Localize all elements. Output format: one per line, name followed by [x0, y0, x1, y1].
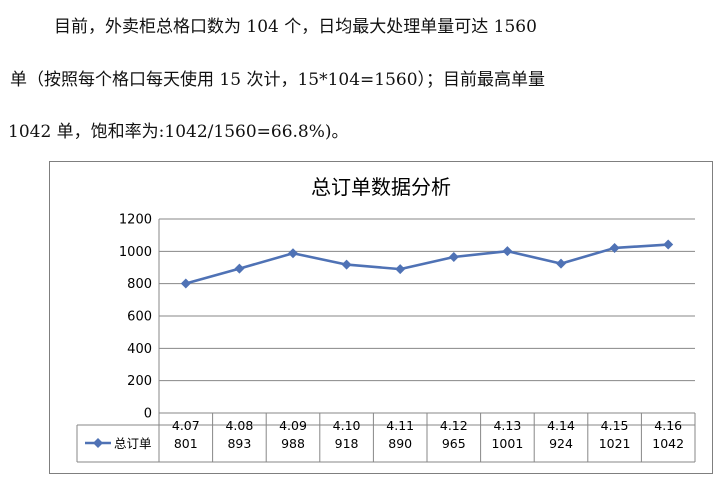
y-tick-label: 600 — [127, 310, 152, 325]
y-tick-label: 200 — [127, 374, 152, 389]
series-line — [185, 243, 669, 285]
x-tick-label: 4.12 — [440, 418, 468, 433]
paragraph-line-2: 单（按照每个格口每天使用 15 次计，15*104=1560）；目前最高单量 — [10, 70, 546, 90]
x-tick-label: 4.09 — [279, 418, 307, 433]
chart-title: 总订单数据分析 — [311, 175, 451, 199]
data-table-value: 988 — [281, 436, 305, 451]
data-table-value: 801 — [174, 436, 198, 451]
y-tick-label: 1200 — [119, 213, 152, 228]
data-point-marker — [341, 259, 352, 270]
paragraph-line-3: 1042 单，饱和率为:1042/1560=66.8%)。 — [8, 122, 349, 142]
data-point-marker — [609, 242, 620, 253]
y-tick-label: 400 — [127, 342, 152, 357]
data-point-marker — [395, 264, 406, 275]
paragraph-line-1: 目前，外卖柜总格口数为 104 个，日均最大处理单量可达 1560 — [54, 17, 537, 37]
data-table-value: 918 — [335, 436, 359, 451]
data-table-value: 1001 — [491, 436, 523, 451]
data-point-marker — [180, 278, 191, 289]
x-tick-label: 4.10 — [333, 418, 361, 433]
x-tick-label: 4.07 — [172, 418, 200, 433]
data-table-value: 893 — [227, 436, 251, 451]
x-tick-label: 4.13 — [493, 418, 521, 433]
x-tick-label: 4.15 — [601, 418, 629, 433]
y-tick-label: 800 — [127, 277, 152, 292]
data-point-marker — [234, 263, 245, 274]
data-point-marker — [663, 239, 674, 250]
data-table-value: 1042 — [652, 436, 684, 451]
data-point-marker — [502, 246, 513, 257]
x-tick-label: 4.11 — [386, 418, 414, 433]
data-table-value: 890 — [388, 436, 412, 451]
data-table-value: 924 — [549, 436, 573, 451]
legend-marker — [93, 438, 103, 448]
data-point-marker — [448, 251, 459, 262]
chart-frame: 总订单数据分析 0 200 400 600 800 1000 1200 4.07 4.08 4.09… — [49, 161, 713, 474]
x-tick-label: 4.14 — [547, 418, 575, 433]
legend-label: 总订单 — [114, 436, 152, 451]
y-tick-label: 0 — [144, 407, 152, 422]
y-tick-label: 1000 — [119, 245, 152, 260]
data-point-marker — [288, 248, 298, 259]
data-point-marker — [556, 258, 566, 269]
x-tick-label: 4.16 — [654, 418, 682, 433]
data-table-value: 1021 — [599, 436, 631, 451]
line-chart: 总订单数据分析 0 200 400 600 800 1000 1200 4.07 4.08 4.09… — [76, 175, 696, 463]
data-table-value: 965 — [442, 436, 466, 451]
x-tick-label: 4.08 — [225, 418, 253, 433]
